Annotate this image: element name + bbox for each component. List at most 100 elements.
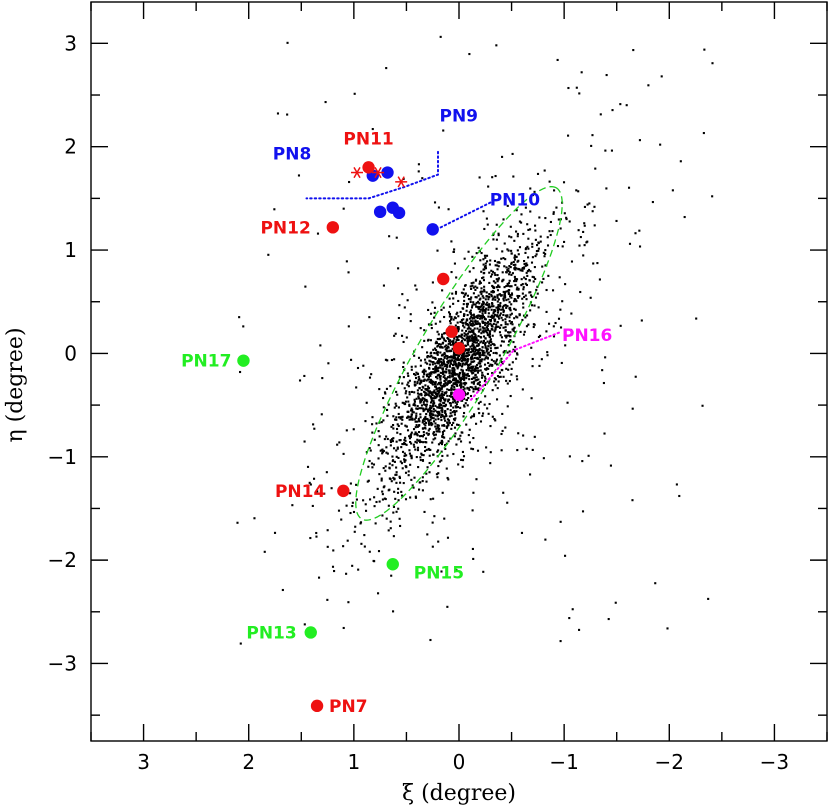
star-point	[253, 517, 256, 520]
star-point	[495, 44, 498, 47]
star-point	[392, 476, 395, 479]
star-point	[502, 313, 505, 316]
star-point	[380, 449, 383, 452]
star-point	[481, 304, 484, 307]
star-point	[475, 252, 478, 255]
star-point	[651, 200, 654, 204]
star-point	[399, 416, 402, 419]
star-point	[537, 335, 540, 339]
star-point	[512, 341, 515, 344]
star-point	[497, 277, 500, 280]
star-point	[470, 314, 473, 317]
star-point	[326, 529, 329, 532]
star-point	[417, 439, 420, 442]
star-point	[502, 351, 505, 354]
star-point	[481, 277, 484, 280]
star-point	[386, 359, 389, 362]
star-point	[529, 294, 533, 297]
star-point	[508, 380, 511, 383]
star-point	[402, 365, 405, 369]
star-point	[513, 256, 516, 259]
star-point	[465, 377, 468, 380]
star-point	[414, 404, 417, 407]
star-point	[484, 346, 487, 349]
star-point	[469, 327, 472, 330]
star-point	[443, 379, 446, 382]
star-point	[421, 419, 424, 422]
star-point	[439, 406, 442, 409]
star-point	[460, 336, 463, 339]
star-point	[474, 374, 477, 377]
star-point	[447, 360, 450, 363]
star-point	[410, 478, 413, 481]
star-point	[407, 400, 410, 403]
star-point	[421, 177, 424, 180]
star-point	[434, 404, 437, 407]
star-point	[533, 323, 536, 326]
pn-label-pn15: PN15	[414, 563, 464, 583]
star-point	[464, 333, 467, 336]
star-point	[423, 423, 426, 426]
star-point	[461, 358, 465, 361]
star-point	[494, 384, 497, 387]
star-point	[387, 403, 390, 406]
star-point	[471, 339, 474, 342]
star-point	[400, 422, 403, 425]
star-point	[409, 433, 412, 437]
star-point	[515, 300, 518, 303]
star-point	[529, 309, 532, 312]
star-point	[429, 498, 432, 501]
star-point	[297, 174, 301, 177]
star-point	[440, 409, 443, 412]
star-point	[490, 305, 493, 308]
star-point	[456, 321, 459, 324]
star-point	[432, 402, 435, 406]
star-point	[371, 423, 374, 426]
star-point	[462, 314, 466, 317]
star-point	[423, 390, 426, 393]
star-point	[426, 410, 430, 413]
star-point	[442, 393, 445, 396]
star-point	[424, 437, 428, 440]
star-point	[483, 290, 486, 293]
star-point	[368, 459, 371, 463]
star-point	[380, 477, 383, 480]
star-point	[425, 405, 428, 408]
star-point	[414, 416, 417, 419]
star-point	[416, 449, 420, 452]
star-point	[482, 335, 486, 338]
star-point	[459, 434, 462, 437]
star-point	[477, 335, 480, 338]
star-point	[448, 421, 451, 424]
star-point	[479, 259, 482, 262]
star-point	[510, 262, 513, 265]
star-point	[422, 371, 425, 374]
star-point	[433, 201, 437, 204]
star-point	[454, 292, 458, 295]
star-point	[473, 317, 476, 320]
star-point	[424, 370, 427, 373]
star-point	[471, 304, 474, 307]
star-point	[434, 414, 437, 417]
star-point	[455, 443, 458, 446]
star-point	[371, 127, 374, 131]
star-point	[702, 131, 705, 135]
star-point	[478, 176, 481, 179]
star-point	[457, 330, 460, 333]
star-point	[330, 487, 333, 490]
star-point	[470, 361, 473, 364]
star-point	[390, 574, 393, 577]
star-point	[443, 332, 447, 335]
star-point	[434, 425, 437, 428]
star-point	[386, 437, 389, 441]
star-point	[478, 349, 481, 352]
star-point	[514, 278, 517, 281]
star-point	[430, 327, 433, 330]
star-point	[505, 336, 508, 339]
star-point	[454, 372, 457, 376]
star-point	[515, 315, 518, 318]
star-point	[491, 284, 494, 287]
star-point	[486, 372, 489, 376]
star-point	[473, 335, 477, 338]
star-point	[303, 623, 306, 626]
